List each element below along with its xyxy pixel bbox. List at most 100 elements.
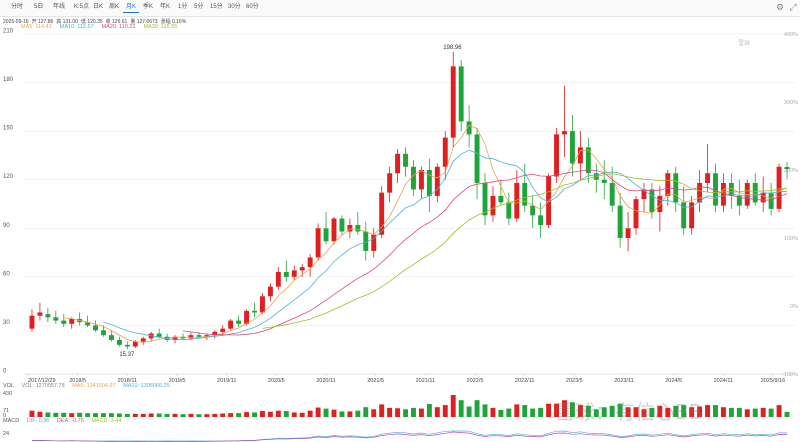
tab-13[interactable]: 60分 bbox=[246, 4, 259, 10]
volume-bar bbox=[212, 413, 218, 417]
candle-body bbox=[323, 228, 329, 242]
volume-bar bbox=[641, 409, 647, 417]
candle-body bbox=[728, 182, 734, 196]
volume-bar bbox=[577, 405, 583, 417]
candle-body bbox=[466, 121, 472, 135]
tab-10[interactable]: 5分 bbox=[194, 4, 204, 10]
y-tick-label: 150 bbox=[3, 126, 14, 132]
volume-bar bbox=[784, 411, 790, 417]
volume-bar bbox=[379, 404, 385, 417]
tab-0[interactable]: 分时 bbox=[11, 4, 24, 10]
tab-7[interactable]: 季K bbox=[143, 4, 154, 10]
settings-icon[interactable]: ⚙ bbox=[775, 2, 785, 12]
volume-bar bbox=[220, 413, 226, 417]
volume-bar bbox=[474, 400, 480, 417]
volume-bar bbox=[450, 394, 456, 417]
candle-body bbox=[736, 195, 742, 206]
volume-bar bbox=[172, 413, 178, 417]
volume-bar bbox=[108, 413, 114, 417]
candle-body bbox=[172, 336, 178, 340]
candle-info-line: 2025-09-16 开 127.86 高 131.00 低 120.35 收 126.… bbox=[3, 18, 189, 25]
candle-body bbox=[514, 182, 520, 219]
tab-5[interactable]: 周K bbox=[109, 4, 120, 10]
high-annotation: 198.96 bbox=[443, 45, 462, 51]
tab-12[interactable]: 30分 bbox=[228, 4, 241, 10]
info-item: 收 126.61 bbox=[105, 19, 128, 25]
volume-bar bbox=[776, 405, 782, 417]
candle-body bbox=[371, 234, 377, 251]
candle-body bbox=[204, 335, 210, 337]
volume-bar bbox=[61, 412, 67, 417]
volume-bar bbox=[331, 409, 337, 417]
volume-bar bbox=[418, 408, 424, 417]
ma-legend-item: MA5: 114.41 bbox=[21, 24, 52, 30]
candle-body bbox=[53, 317, 59, 321]
volume-bar bbox=[236, 413, 242, 417]
volume-bar bbox=[482, 404, 488, 417]
tab-6[interactable]: 月K bbox=[123, 2, 140, 13]
volume-bar bbox=[371, 409, 377, 417]
candle-body bbox=[665, 173, 671, 196]
candle-body bbox=[267, 286, 273, 297]
tab-2[interactable]: 年线 bbox=[53, 4, 66, 10]
tab-4[interactable]: 日K bbox=[93, 4, 104, 10]
pct-tick-label: 100% bbox=[784, 236, 798, 242]
volume-bar bbox=[188, 413, 194, 417]
candle-body bbox=[562, 131, 567, 135]
candle-body bbox=[617, 205, 623, 238]
candle-body bbox=[713, 173, 718, 206]
volume-bar bbox=[252, 412, 257, 417]
volume-bar bbox=[132, 413, 138, 417]
info-item: 2025-09-16 bbox=[3, 19, 29, 25]
candle-body bbox=[363, 231, 369, 251]
volume-bar bbox=[291, 412, 297, 417]
volume-bar bbox=[299, 412, 305, 417]
volume-bar bbox=[593, 409, 599, 417]
volume-bar bbox=[69, 413, 75, 417]
x-tick-label: 2020/11 bbox=[316, 378, 335, 384]
ma-line-10 bbox=[103, 149, 788, 341]
candle-body bbox=[93, 325, 99, 331]
volume-bar bbox=[180, 414, 186, 417]
y-tick-label: 60 bbox=[3, 271, 10, 277]
volume-bar bbox=[77, 412, 83, 417]
macd-dif: DIF: 0.96 bbox=[26, 418, 50, 424]
candle-body bbox=[244, 310, 250, 324]
pct-tick-label: 0% bbox=[790, 304, 798, 310]
macd-title: MACD bbox=[3, 418, 20, 424]
volume-bar bbox=[689, 407, 695, 417]
candle-body bbox=[681, 202, 687, 229]
candle-body bbox=[347, 225, 353, 232]
x-tick-label: 2023/11 bbox=[614, 378, 633, 384]
x-tick-label: 2018/5 bbox=[69, 378, 86, 384]
candle-body bbox=[657, 195, 663, 213]
volume-bar bbox=[530, 408, 536, 417]
candle-body bbox=[220, 328, 226, 332]
tab-8[interactable]: 年K bbox=[160, 4, 171, 10]
candle-body bbox=[768, 192, 774, 209]
volume-bar bbox=[259, 411, 265, 417]
tab-3[interactable]: K:5点 bbox=[74, 4, 90, 10]
volume-bar bbox=[633, 407, 639, 417]
volume-bar bbox=[307, 410, 313, 417]
volume-bar bbox=[339, 411, 345, 417]
x-tick-label: 2023/5 bbox=[566, 378, 583, 384]
candle-body bbox=[418, 170, 424, 190]
volume-bar bbox=[323, 408, 329, 417]
volume-bar bbox=[434, 407, 440, 417]
volume-bar bbox=[196, 414, 202, 417]
volume-bar bbox=[363, 407, 369, 417]
candle-body bbox=[315, 228, 321, 258]
candle-body bbox=[101, 330, 106, 336]
expand-icon[interactable]: ⤢ bbox=[789, 2, 797, 12]
candle-body bbox=[331, 218, 337, 242]
x-tick-label: 2024/5 bbox=[665, 378, 682, 384]
volume-bar bbox=[713, 405, 718, 417]
tab-11[interactable]: 15分 bbox=[210, 4, 223, 10]
ma-legend-item: MA10: 112.57 bbox=[59, 24, 94, 30]
y-tick-label: 120 bbox=[3, 174, 14, 180]
x-tick-label: 2022/11 bbox=[515, 378, 534, 384]
tab-9[interactable]: 1分 bbox=[178, 4, 188, 10]
tab-1[interactable]: 5日 bbox=[34, 4, 44, 10]
candle-body bbox=[752, 182, 758, 203]
